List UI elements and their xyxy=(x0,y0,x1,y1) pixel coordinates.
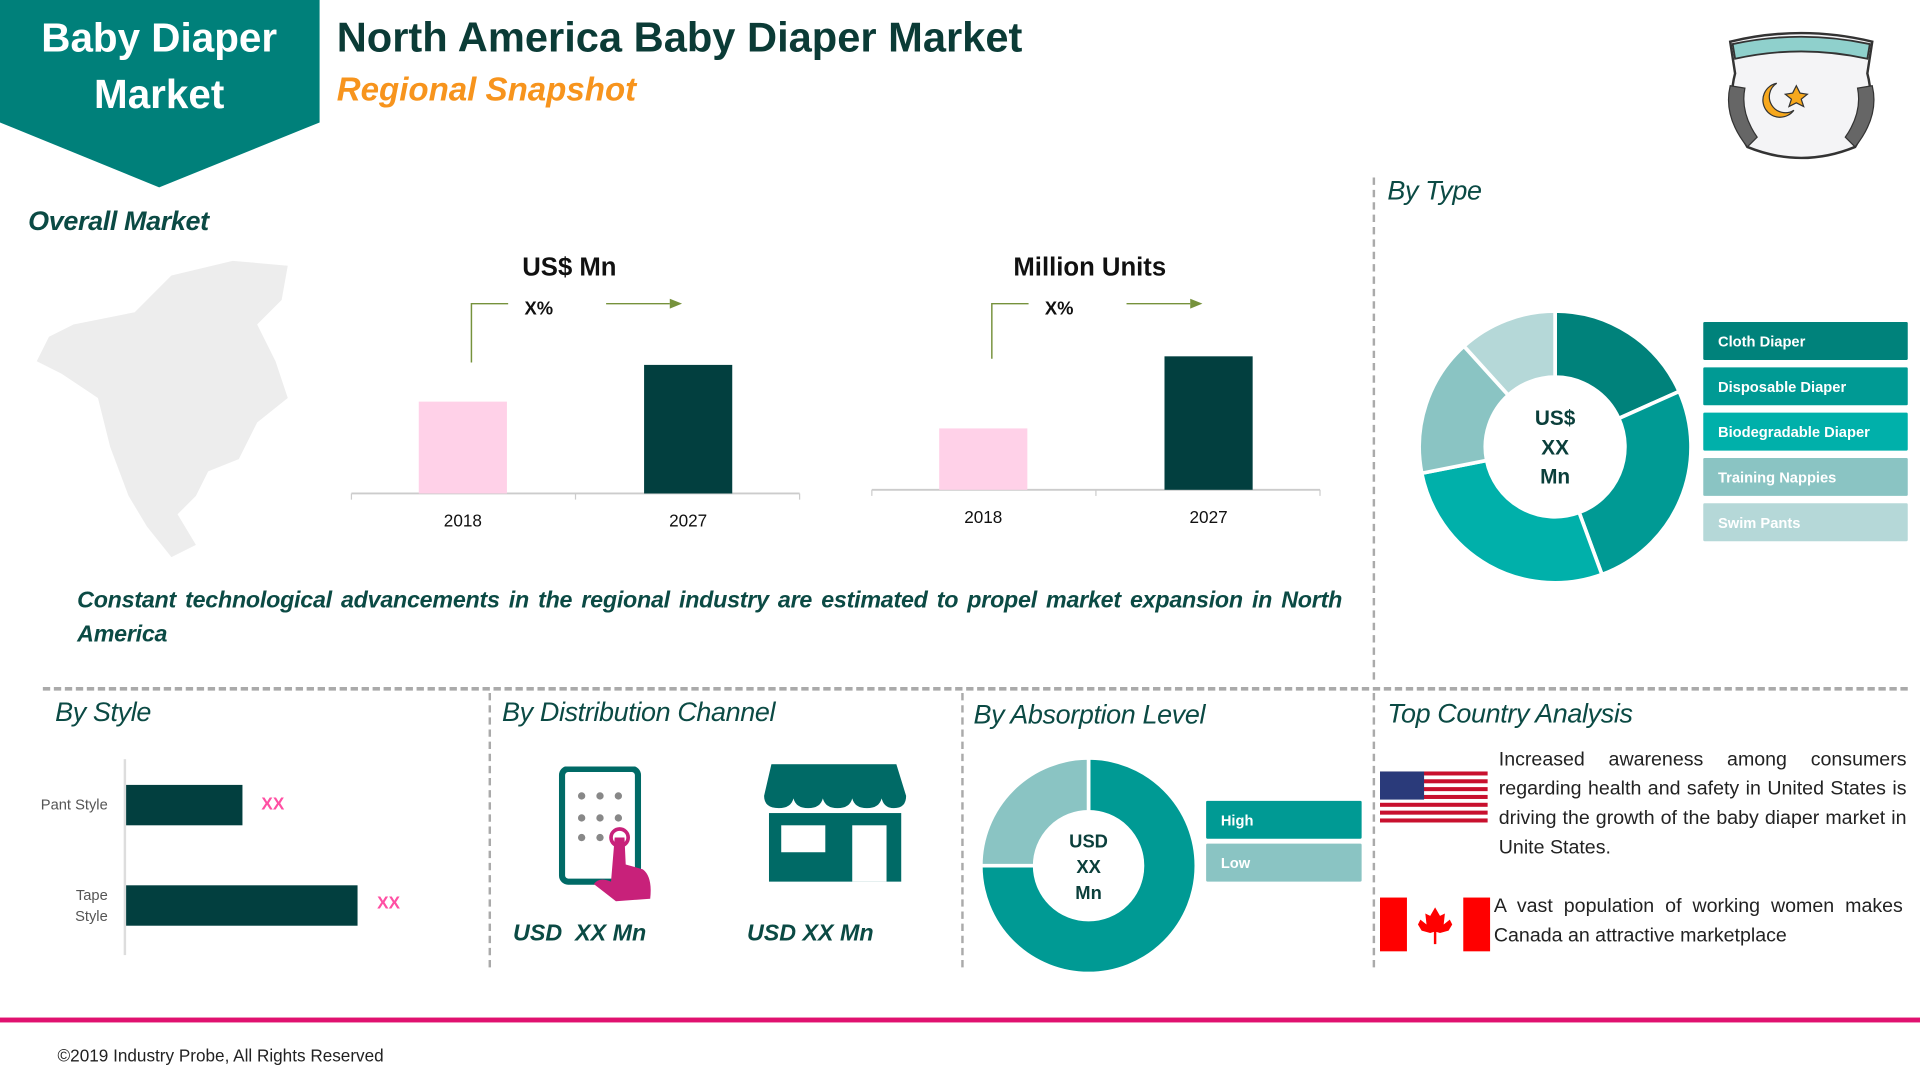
legend-disposable-diaper: Disposable Diaper xyxy=(1703,367,1908,406)
divider xyxy=(1372,177,1376,680)
north-america-map xyxy=(36,260,288,558)
market-statement: Constant technological advancements in t… xyxy=(77,587,1343,648)
center-label: Mn xyxy=(1075,882,1102,903)
center-label: XX xyxy=(1541,436,1569,459)
x-tick-label: 2027 xyxy=(669,511,707,531)
center-label: Mn xyxy=(1540,466,1570,489)
flag-stripe xyxy=(1380,787,1488,792)
divider xyxy=(961,693,964,968)
legend-low: Low xyxy=(1206,843,1362,882)
legend-training-nappies: Training Nappies xyxy=(1703,457,1908,496)
online-value: USD XX Mn xyxy=(513,920,647,947)
slice-low xyxy=(978,756,1091,868)
chart-title: Million Units xyxy=(1013,254,1166,282)
bar-2027 xyxy=(1164,356,1253,490)
bar-2018 xyxy=(418,401,507,494)
flag-stripe xyxy=(1380,818,1488,823)
copyright: ©2019 Industry Probe, All Rights Reserve… xyxy=(57,1045,384,1066)
slice-high xyxy=(978,756,1199,976)
distribution-title: By Distribution Channel xyxy=(502,696,776,728)
chart-us-mn: US$ Mn 2018 2027 X% xyxy=(350,254,801,531)
style-label-pant: Pant Style xyxy=(40,795,108,814)
chart-million-units: Million Units 2018 2027 X% xyxy=(871,254,1321,527)
by-type-donut: US$ XX Mn xyxy=(1417,309,1693,585)
center-label: XX xyxy=(1076,856,1101,877)
header-badge-shape xyxy=(0,0,320,188)
badge-line-1: Baby Diaper xyxy=(41,14,278,61)
style-label-tape: Tape Style xyxy=(75,886,108,925)
legend-swim-pants: Swim Pants xyxy=(1703,503,1908,542)
slice-biodegradable-diaper xyxy=(1419,458,1605,585)
absorption-title: By Absorption Level xyxy=(973,699,1206,730)
flag-stripe xyxy=(1380,794,1488,799)
absorption-donut: USD XX Mn xyxy=(978,756,1199,976)
diaper-icon xyxy=(1727,31,1875,160)
slice-swim-pants xyxy=(1461,309,1557,398)
legend-cloth-diaper: Cloth Diaper xyxy=(1703,322,1908,361)
style-bar-tape xyxy=(126,885,358,926)
growth-bracket xyxy=(470,302,509,363)
us-flag-icon xyxy=(1380,771,1488,823)
legend-biodegradable-diaper: Biodegradable Diaper xyxy=(1703,412,1908,451)
style-bar-pant xyxy=(126,784,242,826)
flag-stripe xyxy=(1380,810,1488,815)
style-value-pant: XX xyxy=(261,793,285,814)
divider xyxy=(42,686,1908,691)
us-analysis-text: Increased awareness among consumers rega… xyxy=(1498,749,1907,859)
center-label: USD xyxy=(1069,830,1108,851)
flag-stripe xyxy=(1380,779,1488,784)
style-value-tape: XX xyxy=(377,892,401,913)
page-title: North America Baby Diaper Market xyxy=(336,14,1023,62)
x-tick-label: 2018 xyxy=(964,507,1002,527)
x-tick-label: 2027 xyxy=(1190,507,1228,527)
header-badge: Baby Diaper Market xyxy=(0,10,318,123)
chart-title: US$ Mn xyxy=(522,254,616,282)
tablet-touch-icon xyxy=(558,766,651,902)
legend-high: High xyxy=(1206,800,1362,839)
by-type-title: By Type xyxy=(1387,175,1482,206)
footer-rule xyxy=(0,1017,1920,1023)
overall-market-title: Overall Market xyxy=(28,205,209,237)
slice-cloth-diaper xyxy=(1553,309,1682,421)
slice-disposable-diaper xyxy=(1576,388,1693,577)
x-tick-label: 2018 xyxy=(444,511,482,531)
center-label: US$ xyxy=(1535,407,1576,430)
canada-analysis-text: A vast population of working women makes… xyxy=(1493,896,1903,947)
store-icon xyxy=(764,764,907,882)
offline-value: USD XX Mn xyxy=(746,920,874,947)
growth-arrow-head xyxy=(669,298,683,309)
canada-flag-icon xyxy=(1380,897,1491,952)
divider xyxy=(1372,693,1376,968)
badge-line-2: Market xyxy=(94,71,225,117)
page-subtitle: Regional Snapshot xyxy=(336,71,637,108)
divider xyxy=(488,693,492,968)
growth-arrow-head xyxy=(1190,298,1203,309)
bar-2027 xyxy=(644,364,733,494)
growth-bracket xyxy=(991,302,1029,359)
style-axis xyxy=(123,759,127,956)
growth-label: X% xyxy=(1045,298,1074,319)
country-title: Top Country Analysis xyxy=(1387,697,1633,729)
flag-stripe xyxy=(1380,771,1488,776)
growth-label: X% xyxy=(524,298,553,319)
bar-2018 xyxy=(939,428,1028,490)
flag-stripe xyxy=(1380,802,1488,807)
by-style-title: By Style xyxy=(55,696,151,728)
